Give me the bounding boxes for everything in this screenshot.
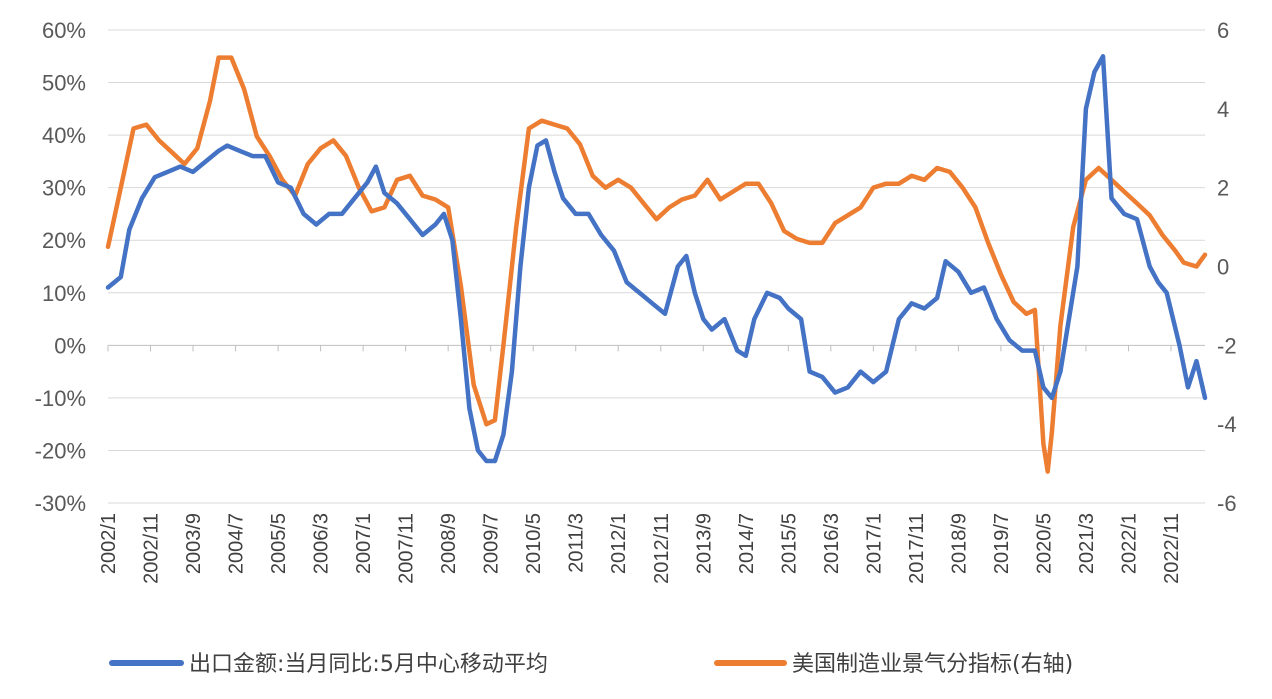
- x-tick-label: 2015/5: [778, 513, 800, 574]
- x-tick-label: 2017/1: [863, 513, 885, 574]
- series-lines: [105, 54, 1208, 474]
- right-y-axis-labels: -6 -4 -2 0 2 4 6: [1217, 18, 1237, 516]
- x-tick-label: 2004/7: [226, 513, 248, 574]
- left-y-tick-label: 30%: [42, 176, 86, 201]
- x-tick-label: 2022/1: [1118, 513, 1140, 574]
- x-tick-label: 2007/1: [353, 513, 375, 574]
- x-tick-label: 2012/1: [608, 513, 630, 574]
- left-y-tick-label: 10%: [42, 281, 86, 306]
- right-y-tick-label: 4: [1217, 97, 1229, 122]
- right-y-tick-label: 2: [1217, 176, 1229, 201]
- x-tick-label: 2007/11: [396, 513, 418, 584]
- x-tick-label: 2008/9: [438, 513, 460, 574]
- x-tick-label: 2003/9: [183, 513, 205, 574]
- left-y-tick-label: 60%: [42, 18, 86, 43]
- x-tick-label: 2010/5: [523, 513, 545, 574]
- legend: 出口金额:当月同比:5月中心移动平均 美国制造业景气分指标(右轴): [109, 652, 1073, 677]
- x-tick-label: 2009/7: [481, 513, 503, 574]
- right-y-tick-label: -4: [1217, 412, 1237, 437]
- x-tick-label: 2002/11: [141, 513, 163, 584]
- x-tick-label: 2013/9: [693, 513, 715, 574]
- left-y-tick-label: 50%: [42, 71, 86, 96]
- left-y-tick-label: 20%: [42, 228, 86, 253]
- series-line-pmi: [105, 55, 1208, 474]
- x-tick-label: 2021/3: [1076, 513, 1098, 574]
- x-tick-label: 2012/11: [651, 513, 673, 584]
- x-tick-label: 2017/11: [906, 513, 928, 584]
- x-tick-label: 2018/9: [948, 513, 970, 574]
- x-tick-label: 2005/5: [268, 513, 290, 574]
- left-y-tick-label: 0%: [54, 333, 86, 358]
- left-y-tick-label: -10%: [35, 386, 86, 411]
- x-tick-label: 2019/7: [991, 513, 1013, 574]
- series-line-export: [105, 54, 1208, 464]
- right-y-tick-label: -2: [1217, 333, 1237, 358]
- right-y-tick-label: -6: [1217, 491, 1237, 516]
- x-tick-label: 2006/3: [311, 513, 333, 574]
- legend-label-pmi: 美国制造业景气分指标(右轴): [792, 652, 1073, 677]
- left-y-tick-label: -20%: [35, 438, 86, 463]
- left-y-tick-label: 40%: [42, 123, 86, 148]
- x-tick-label: 2016/3: [821, 513, 843, 574]
- right-y-tick-label: 0: [1217, 255, 1229, 280]
- x-tick-label: 2022/11: [1161, 513, 1183, 584]
- x-tick-label: 2020/5: [1033, 513, 1055, 574]
- x-tick-label: 2002/1: [98, 513, 120, 574]
- legend-label-export: 出口金额:当月同比:5月中心移动平均: [189, 652, 548, 677]
- right-y-tick-label: 6: [1217, 18, 1229, 43]
- left-y-axis-labels: -30% -20% -10% 0% 10% 20% 30% 40% 50% 60%: [35, 18, 86, 516]
- left-y-tick-label: -30%: [35, 491, 86, 516]
- x-tick-label: 2011/3: [566, 513, 588, 573]
- x-axis-tick-marks: [107, 345, 1172, 352]
- x-tick-label: 2014/7: [736, 513, 758, 574]
- x-axis-labels: 2002/1 2002/11 2003/9 2004/7 2005/5 2006/3 200…: [98, 513, 1183, 584]
